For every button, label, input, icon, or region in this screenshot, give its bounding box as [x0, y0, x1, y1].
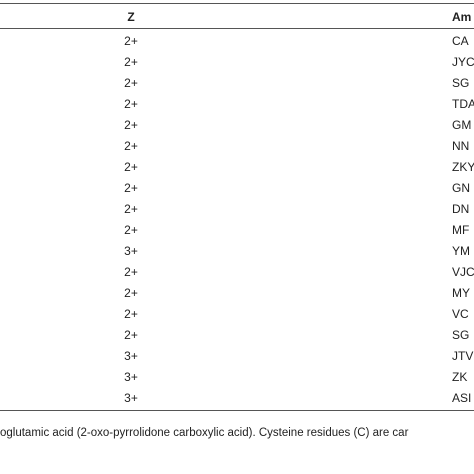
charge-cell: 3+ — [124, 349, 138, 363]
charge-cell: 2+ — [124, 181, 138, 195]
charge-cell: 2+ — [124, 160, 138, 174]
sequence-cell: VJC — [452, 265, 474, 279]
footnote: oglutamic acid (2-oxo-pyrrolidone carbox… — [0, 427, 409, 439]
sequence-cell: MF — [452, 223, 470, 237]
sequence-cell: YM — [452, 244, 470, 258]
charge-cell: 2+ — [124, 76, 138, 90]
charge-cell: 2+ — [124, 307, 138, 321]
charge-cell: 2+ — [124, 139, 138, 153]
header-cell: Am — [452, 10, 472, 24]
sequence-cell: ASI — [452, 391, 472, 405]
charge-cell: 2+ — [124, 328, 138, 342]
sequence-cell: SG — [452, 328, 470, 342]
charge-cell: 2+ — [124, 55, 138, 69]
sequence-cell: NN — [452, 139, 470, 153]
sequence-cell: JTV — [452, 349, 474, 363]
sequence-cell: MY — [452, 286, 470, 300]
charge-cell: 2+ — [124, 202, 138, 216]
sequence-cell: TDA — [452, 97, 474, 111]
header-cell: Z — [127, 10, 135, 24]
charge-cell: 3+ — [124, 370, 138, 384]
sequence-cell: ZKY — [452, 160, 474, 174]
charge-cell: 2+ — [124, 97, 138, 111]
sequence-cell: GM — [452, 118, 472, 132]
sequence-cell: JYC — [452, 55, 474, 69]
header-rule — [0, 28, 474, 29]
charge-cell: 2+ — [124, 223, 138, 237]
sequence-cell: CA — [452, 34, 469, 48]
sequence-cell: GN — [452, 181, 470, 195]
bottom-rule — [0, 410, 474, 411]
sequence-cell: ZK — [452, 370, 468, 384]
charge-cell: 2+ — [124, 118, 138, 132]
charge-cell: 3+ — [124, 391, 138, 405]
charge-cell: 3+ — [124, 244, 138, 258]
top-rule — [0, 3, 474, 4]
sequence-cell: VC — [452, 307, 469, 321]
charge-cell: 2+ — [124, 34, 138, 48]
sequence-cell: DN — [452, 202, 470, 216]
charge-cell: 2+ — [124, 265, 138, 279]
sequence-cell: SG — [452, 76, 470, 90]
charge-cell: 2+ — [124, 286, 138, 300]
